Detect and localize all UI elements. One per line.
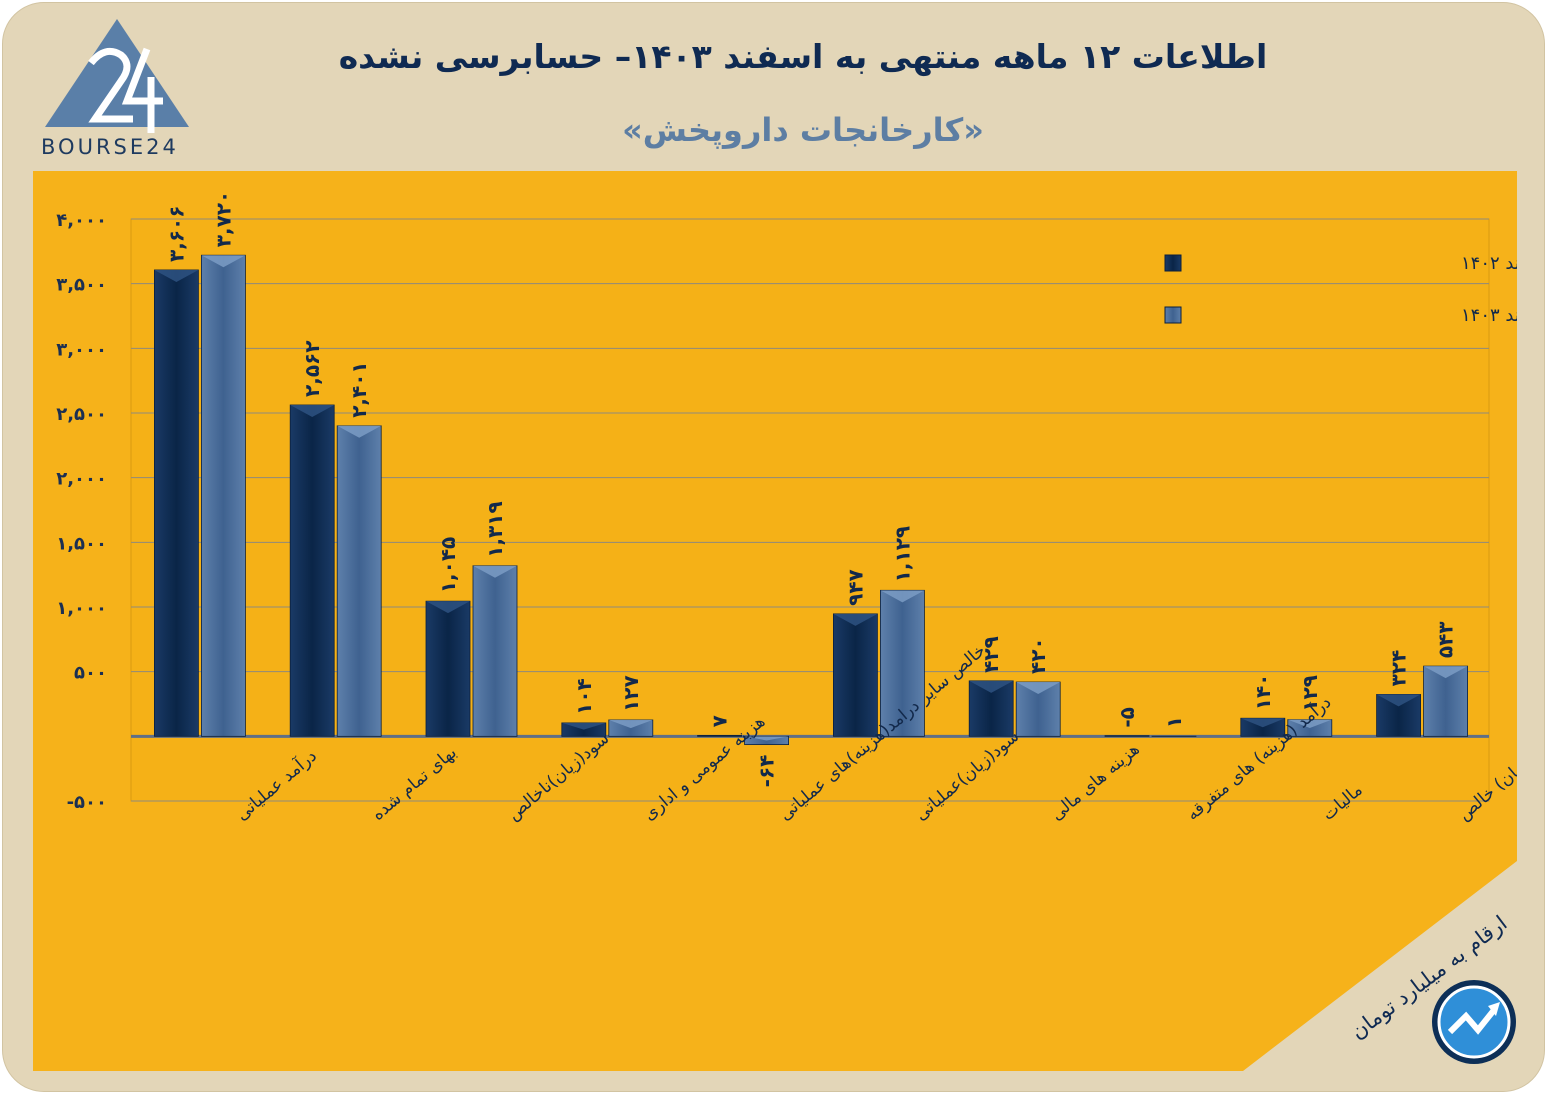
bar-1403 — [472, 565, 518, 737]
data-label: ۵۴۳ — [1434, 621, 1458, 658]
bar-1402 — [1104, 735, 1150, 737]
legend-swatch — [1164, 306, 1182, 324]
chart-panel: -۵۰۰ ۵۰۰ ۱,۰۰۰ ۱,۵۰۰ ۲,۰۰۰ ۲,۵۰۰ ۳,۰۰۰ ۳,۵۰۰ ۴,۰… — [33, 171, 1517, 1071]
y-tick-label: ۳,۵۰۰ — [56, 275, 107, 296]
y-tick-label: ۱,۰۰۰ — [56, 598, 107, 619]
bar-1403 — [880, 589, 925, 737]
data-label: ۷ — [708, 715, 732, 727]
trend-logo-icon — [1432, 980, 1516, 1064]
data-label: ۴۲۹ — [979, 636, 1003, 673]
y-tick-label: ۲,۰۰۰ — [56, 469, 107, 490]
bar-1402 — [425, 600, 471, 737]
data-label: -۵ — [1115, 707, 1139, 728]
y-tick-label: ۲,۵۰۰ — [56, 404, 107, 425]
bar-1403 — [608, 719, 654, 737]
bar-1402 — [697, 735, 742, 737]
data-label: ۱ — [1162, 716, 1186, 728]
bar-1403 — [1423, 665, 1468, 737]
bar-1403 — [744, 735, 789, 746]
data-label: ۴۲۰ — [1026, 637, 1050, 674]
legend-entry-1403: عملکرد منتهی به اسفند ۱۴۰۳ — [1164, 305, 1517, 326]
y-tick-label: ۵۰۰ — [74, 663, 107, 684]
bar-1403 — [336, 425, 382, 737]
legend-entry-1402: عملکرد منتهی به اسفند ۱۴۰۲ — [1164, 253, 1517, 274]
logo-text: BOURSE24 — [41, 135, 179, 159]
bar-1403 — [200, 254, 246, 737]
bar-1402 — [561, 722, 607, 737]
legend-label: عملکرد منتهی به اسفند ۱۴۰۳ — [1461, 305, 1517, 326]
bar-1403 — [1287, 719, 1333, 737]
bar-chart: -۵۰۰ ۵۰۰ ۱,۰۰۰ ۱,۵۰۰ ۲,۰۰۰ ۲,۵۰۰ ۳,۰۰۰ ۳,۵۰۰ ۴,۰… — [56, 191, 1517, 1071]
y-tick-label: ۳,۰۰۰ — [56, 339, 107, 360]
data-label: ۱۰۴ — [572, 678, 596, 715]
company-subtitle: «کارخانجات داروپخش» — [622, 111, 984, 149]
bar-1403 — [1015, 681, 1061, 737]
bourse24-logo-icon — [45, 19, 189, 133]
y-tick-label: ۴,۰۰۰ — [56, 210, 107, 231]
page-title: اطلاعات ۱۲ ماهه منتهی به اسفند ۱۴۰۳– حسا… — [338, 37, 1268, 76]
data-label: ۱۲۷ — [619, 675, 643, 712]
bar-1402 — [289, 404, 335, 737]
bar-1402 — [968, 680, 1014, 737]
legend-label: عملکرد منتهی به اسفند ۱۴۰۲ — [1461, 253, 1517, 274]
legend-swatch — [1164, 254, 1182, 272]
bar-1402 — [833, 613, 878, 737]
bar-1402 — [154, 269, 199, 737]
data-label: ۳,۷۲۰ — [211, 191, 235, 247]
data-label: -۶۴ — [755, 755, 779, 788]
data-label: ۱,۰۴۵ — [436, 537, 460, 593]
data-label: ۱,۱۲۹ — [890, 526, 914, 582]
data-label: ۱۲۹ — [1298, 675, 1322, 712]
plot-area — [130, 218, 1490, 802]
bar-1402 — [1376, 694, 1421, 737]
bar-1402 — [1240, 717, 1286, 737]
data-label: ۳,۶۰۶ — [164, 206, 188, 262]
data-label: ۱,۳۱۹ — [483, 501, 507, 557]
data-label: ۱۴۰ — [1251, 674, 1275, 711]
y-tick-label: ۱,۵۰۰ — [56, 533, 107, 554]
data-label: ۲,۴۰۱ — [347, 361, 371, 417]
data-label: ۹۴۷ — [843, 569, 867, 606]
y-tick-label: -۵۰۰ — [67, 792, 107, 813]
data-label: ۲,۵۶۲ — [300, 341, 324, 397]
data-label: ۳۲۴ — [1387, 650, 1411, 687]
